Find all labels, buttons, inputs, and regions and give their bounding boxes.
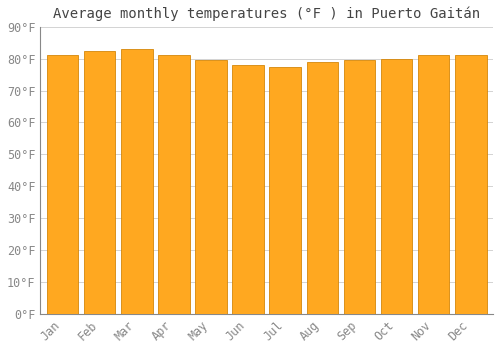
- Bar: [455, 56, 486, 314]
- Bar: [84, 51, 116, 314]
- Bar: [232, 65, 264, 314]
- Bar: [418, 56, 450, 314]
- Bar: [158, 56, 190, 314]
- Bar: [270, 66, 301, 314]
- Bar: [47, 56, 78, 314]
- Bar: [344, 60, 375, 314]
- Bar: [121, 49, 152, 314]
- Title: Average monthly temperatures (°F ) in Puerto Gaitán: Average monthly temperatures (°F ) in Pu…: [53, 7, 480, 21]
- Bar: [381, 59, 412, 314]
- Bar: [306, 62, 338, 314]
- Bar: [195, 60, 227, 314]
